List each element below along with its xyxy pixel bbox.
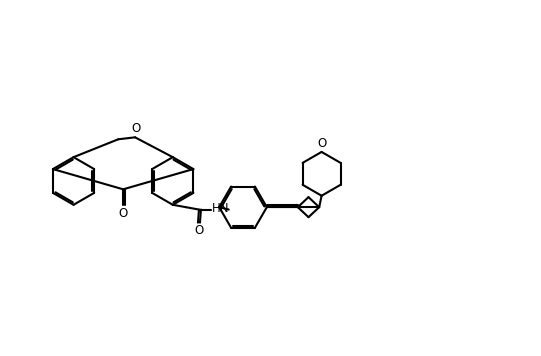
- Text: O: O: [194, 224, 203, 237]
- Text: O: O: [118, 207, 128, 220]
- Text: HN: HN: [212, 202, 229, 215]
- Text: O: O: [131, 122, 141, 135]
- Text: O: O: [317, 137, 326, 150]
